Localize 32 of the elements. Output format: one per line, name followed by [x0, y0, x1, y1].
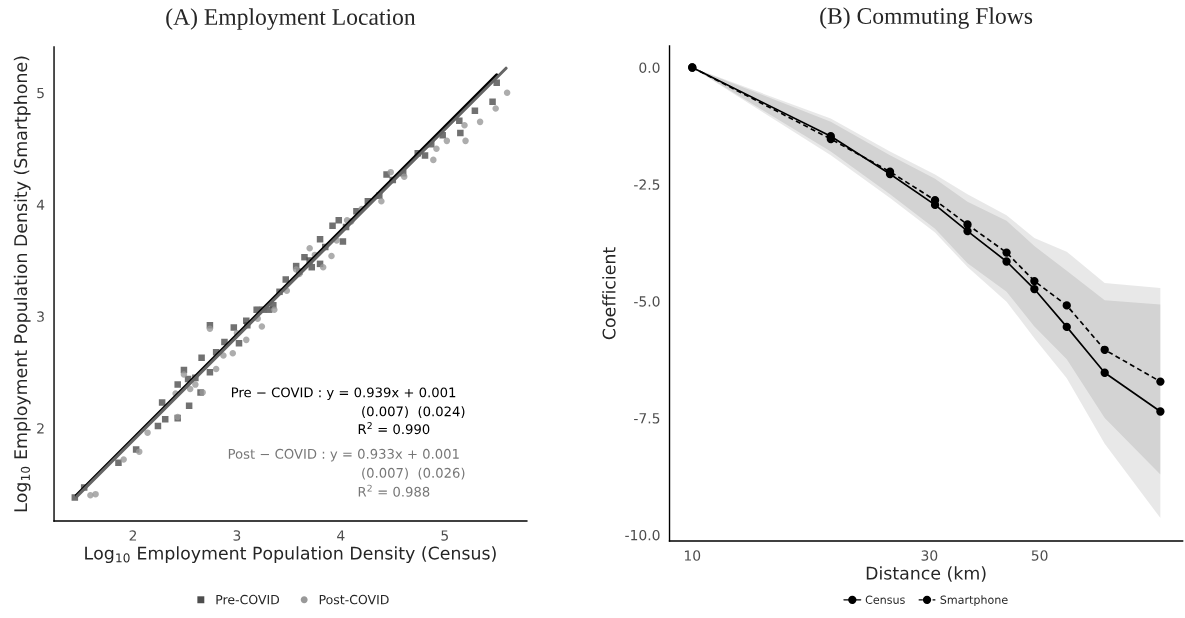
legend-label: Post-COVID [319, 594, 389, 605]
y-axis-title: Log$_{10}$ Employment Population Density (Smartphone) [13, 56, 31, 512]
legend-label: Census [865, 595, 905, 604]
y-tick-label: -5.0 [634, 296, 660, 307]
annotation: R$^{2}$ = 0.990 [358, 422, 430, 435]
y-axis-title: Coefficient [602, 247, 616, 340]
x-tick-label: 30 [921, 550, 938, 561]
chart-title: (B) Commuting Flows [820, 7, 1033, 29]
y-tick-label: -2.5 [634, 179, 660, 190]
annotation: Post − COVID : y = 0.933x + 0.001 [228, 448, 459, 462]
x-tick-label: 4 [337, 530, 345, 541]
y-tick-label: 0.0 [639, 62, 660, 73]
y-tick-label: -10.0 [625, 529, 660, 541]
annotation: (0.007) (0.024) [362, 406, 465, 418]
annotation: R$^{2}$ = 0.988 [358, 484, 430, 497]
y-tick-label: 4 [36, 199, 45, 210]
chart-title: (A) Employment Location [166, 8, 416, 30]
legend-label: Smartphone [940, 595, 1008, 607]
y-tick-label: 5 [37, 87, 44, 99]
x-axis-title: Distance (km) [866, 566, 986, 582]
legend-label: Pre-COVID [216, 594, 280, 605]
y-tick-label: 3 [37, 311, 44, 322]
x-tick-label: 3 [233, 530, 241, 541]
y-tick-label: 2 [37, 423, 44, 434]
x-tick-label: 5 [441, 530, 448, 541]
y-tick-label: -7.5 [634, 413, 660, 424]
x-tick-label: 10 [684, 550, 701, 561]
x-axis-title: Log$_{10}$ Employment Population Density (Census) [85, 546, 496, 564]
x-tick-label: 2 [129, 530, 137, 541]
annotation: Pre − COVID : y = 0.939x + 0.001 [231, 387, 456, 400]
x-tick-label: 50 [1031, 550, 1048, 561]
annotation: (0.007) (0.026) [362, 467, 465, 480]
